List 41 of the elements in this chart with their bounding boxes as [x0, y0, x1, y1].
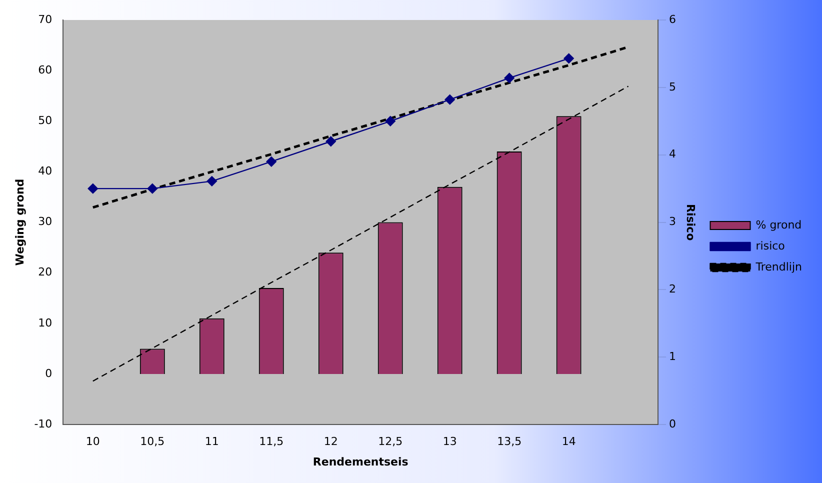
- line-series: [92, 86, 629, 382]
- x-tick-label: 13,5: [497, 435, 522, 448]
- point: [385, 116, 396, 126]
- x-tick-label: 13: [442, 435, 457, 448]
- y2-tick-label: 4: [669, 148, 676, 161]
- point: [266, 156, 276, 167]
- point: [206, 176, 217, 186]
- y2-tick-label: 1: [669, 350, 676, 364]
- y2-tick-label: 3: [669, 215, 676, 228]
- y2-tick-label: 6: [669, 12, 676, 26]
- legend-label: Trendlijn: [754, 260, 802, 274]
- point: [504, 72, 514, 84]
- x-tick-label: 11,5: [259, 435, 284, 448]
- x-tick-label: 10,5: [140, 435, 165, 448]
- y-tick-label: 0: [45, 366, 52, 380]
- x-tick-label: 11: [204, 435, 219, 448]
- point: [326, 136, 336, 146]
- y-tick-label: 40: [38, 164, 52, 178]
- x-tick-label: 10: [86, 435, 100, 448]
- y-tick-label: -10: [34, 417, 52, 430]
- legend-label: risico: [756, 239, 786, 252]
- x-tick-label: 14: [562, 435, 576, 448]
- y-tick-label: 30: [38, 215, 52, 228]
- y-tick-label: 20: [38, 266, 52, 279]
- y-tick-label: 70: [38, 12, 52, 26]
- y-axis-title: Weging grond: [13, 178, 26, 266]
- y-tick-label: 60: [38, 63, 52, 76]
- y2-tick-label: 0: [669, 417, 676, 430]
- y2-axis-title: Risico: [684, 204, 697, 242]
- point: [564, 53, 574, 64]
- y-tick-label: 50: [38, 114, 52, 128]
- point: [88, 183, 98, 194]
- y2-tick-label: 2: [669, 282, 676, 296]
- y2-tick-label: 5: [669, 80, 676, 94]
- legend-label: % grond: [756, 218, 802, 232]
- x-axis-title: Rendementseis: [312, 455, 409, 468]
- x-tick-label: 12: [324, 435, 338, 448]
- point: [147, 183, 158, 194]
- point: [444, 94, 455, 105]
- y-tick-label: 10: [38, 316, 52, 330]
- x-tick-label: 12,5: [378, 435, 403, 448]
